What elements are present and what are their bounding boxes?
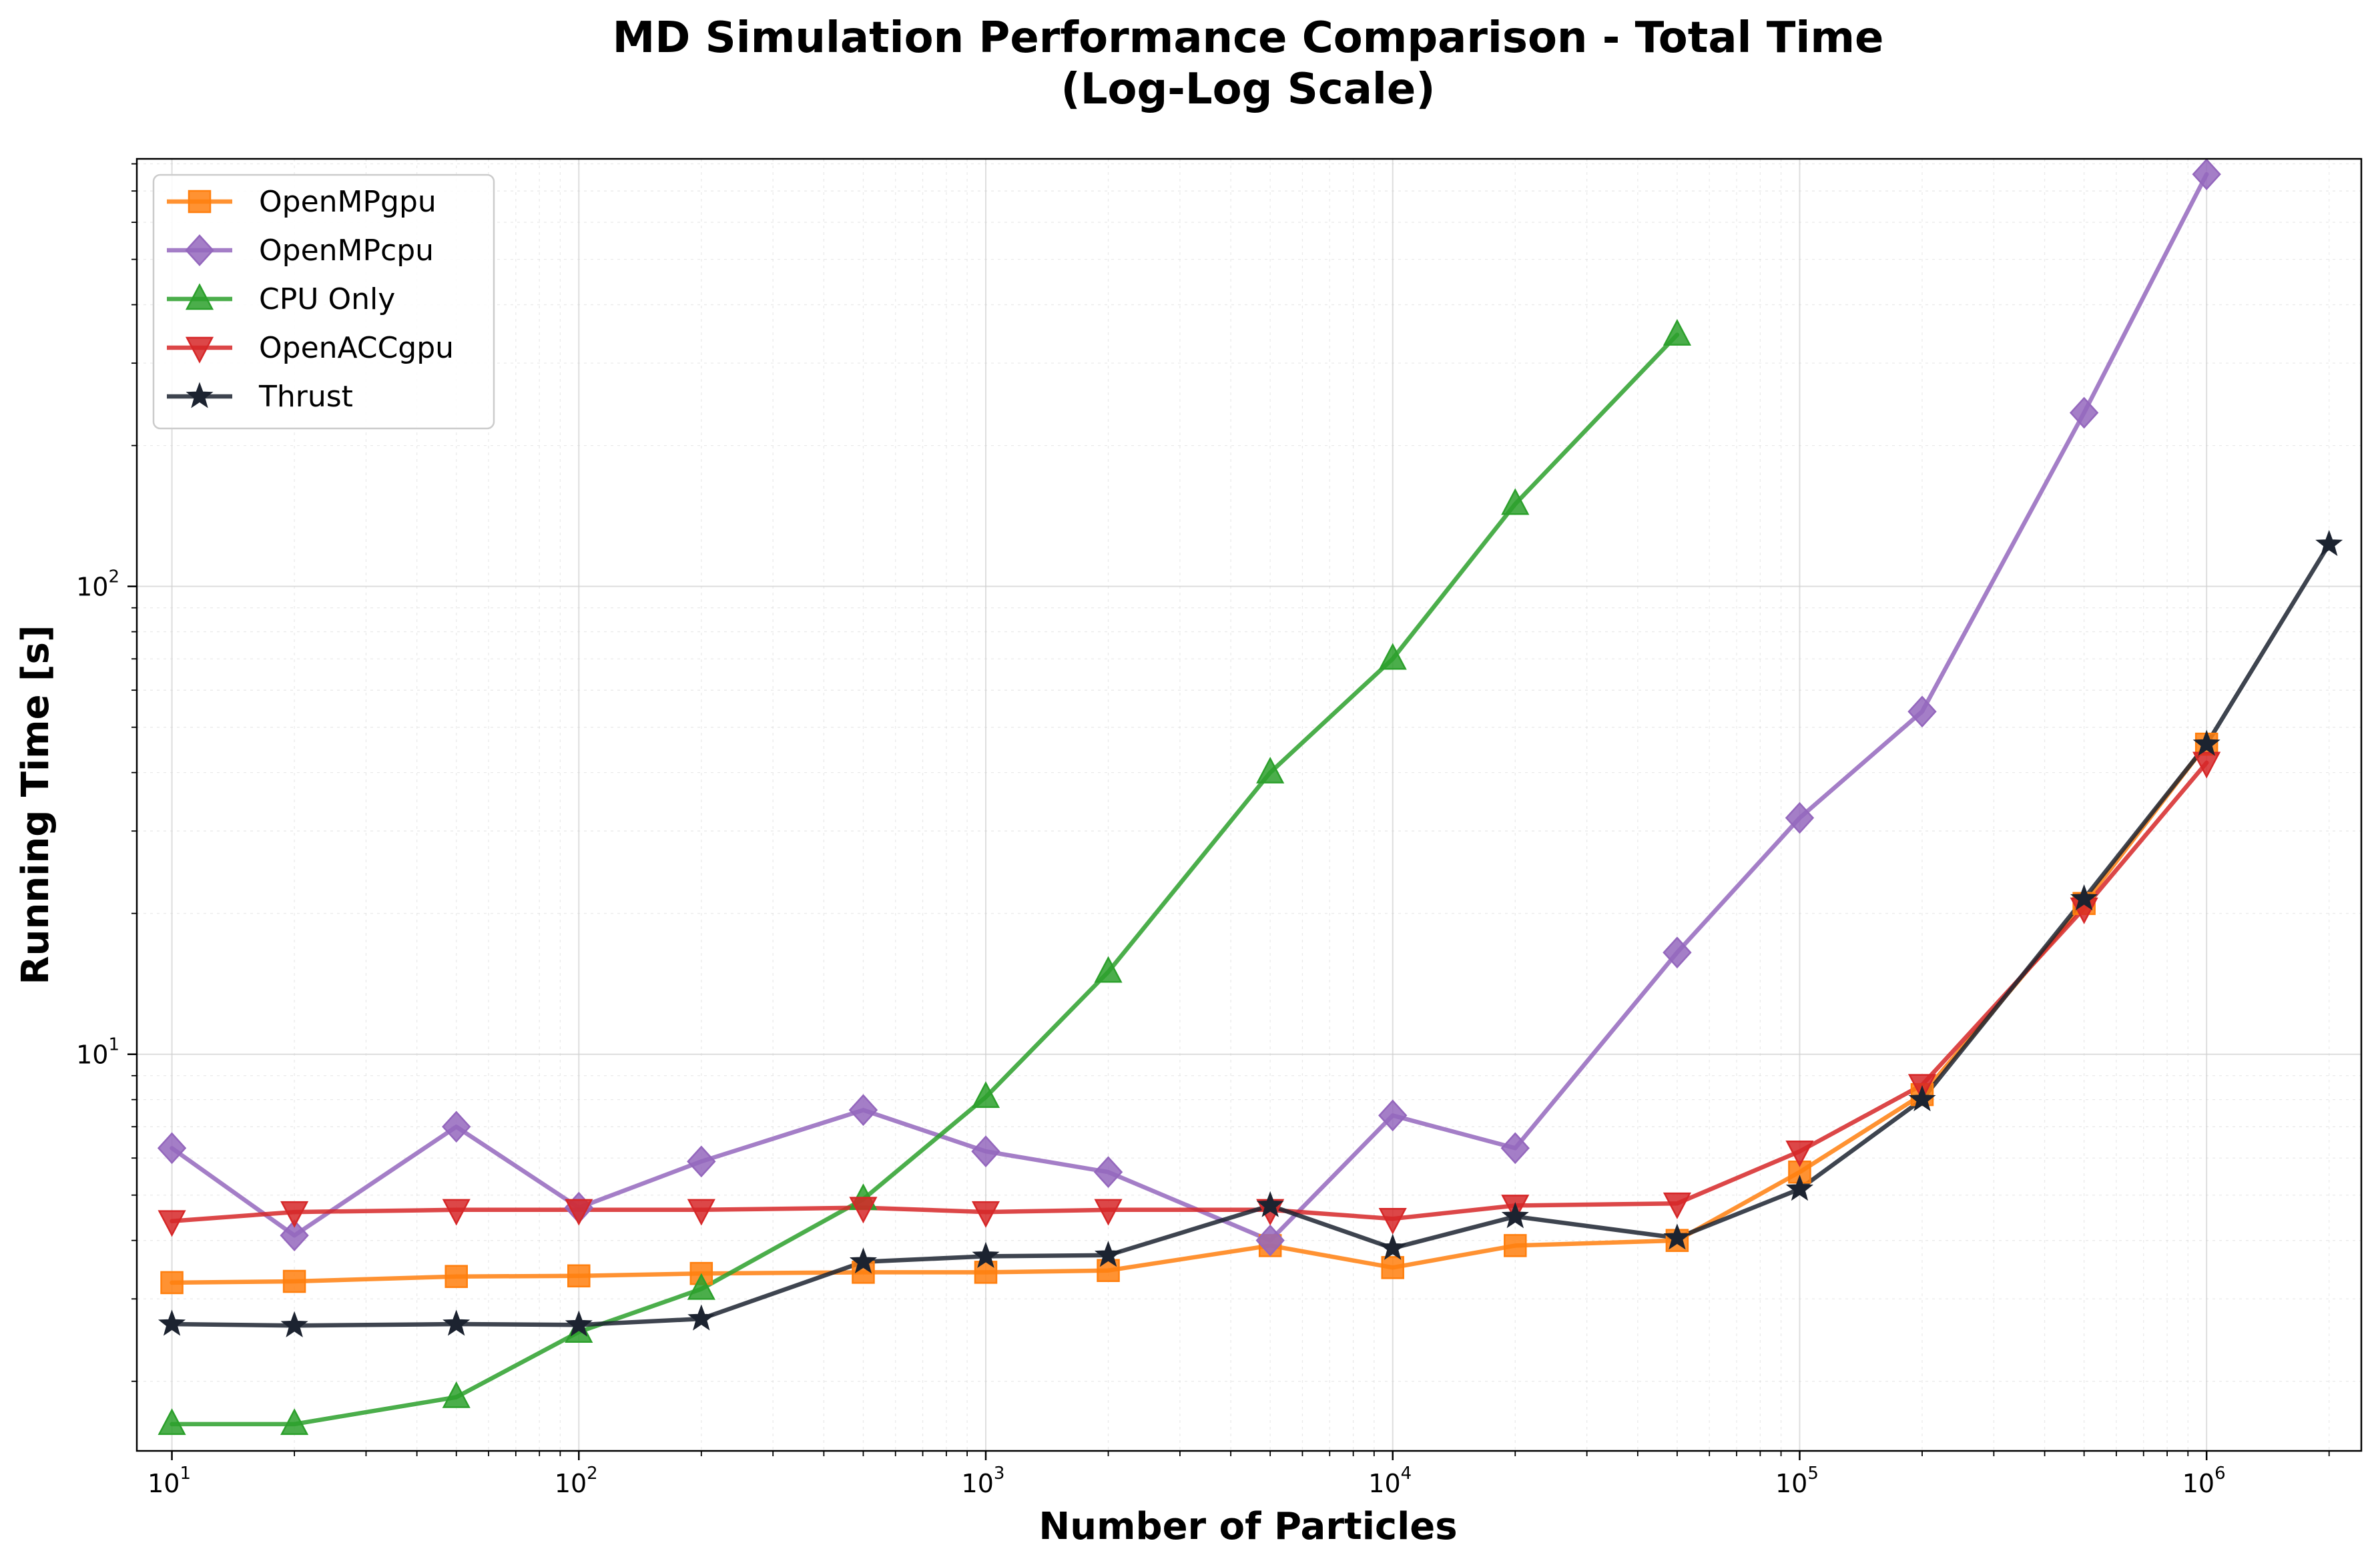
data-point-cpu-only — [1378, 643, 1407, 670]
marker-layer — [157, 158, 2343, 1436]
legend-swatch-marker — [185, 234, 214, 266]
data-point-openmpcpu — [1785, 802, 1815, 834]
data-point-openmpgpu — [567, 1264, 591, 1288]
series-line-openmpcpu — [170, 172, 2209, 1243]
data-point-cpu-only — [1256, 756, 1285, 784]
legend-item-thrust: Thrust — [167, 380, 353, 414]
data-point-thrust — [2315, 529, 2343, 557]
data-point-thrust — [1785, 1175, 1814, 1201]
data-point-openaccgpu — [1785, 1140, 1814, 1167]
data-point-openmpgpu — [1381, 1256, 1404, 1279]
data-point-thrust — [1908, 1084, 1936, 1112]
data-point-openmpcpu — [157, 1132, 187, 1165]
data-point-openmpgpu — [444, 1265, 468, 1288]
data-point-thrust — [2192, 729, 2220, 756]
data-point-openaccgpu — [158, 1210, 186, 1237]
legend-item-cpu-only: CPU Only — [167, 282, 395, 316]
data-point-openmpcpu — [1255, 1224, 1285, 1257]
data-point-openmpcpu — [1093, 1156, 1123, 1189]
data-point-openmpcpu — [687, 1145, 716, 1178]
data-point-openmpcpu — [442, 1111, 471, 1143]
series-line-openaccgpu — [170, 760, 2209, 1223]
data-point-thrust — [565, 1310, 593, 1337]
legend-label: OpenMPgpu — [259, 185, 436, 219]
data-point-cpu-only — [1094, 956, 1123, 983]
legend-swatch-marker — [188, 190, 212, 214]
series-line-cpu-only — [170, 332, 1680, 1427]
data-point-thrust — [1379, 1233, 1407, 1260]
data-point-openaccgpu — [1663, 1192, 1691, 1219]
legend-swatch-marker — [185, 283, 214, 310]
data-point-thrust — [1094, 1241, 1123, 1267]
data-point-thrust — [442, 1309, 471, 1336]
data-point-openmpgpu — [1097, 1259, 1120, 1282]
data-point-thrust — [1663, 1223, 1691, 1250]
data-point-thrust — [280, 1311, 308, 1337]
data-point-openaccgpu — [565, 1199, 593, 1226]
data-point-thrust — [1501, 1202, 1529, 1229]
chart-subtitle: (Log-Log Scale) — [1061, 65, 1435, 114]
x-tick-label: 105 — [1775, 1464, 1819, 1498]
data-point-cpu-only — [1501, 488, 1530, 515]
legend-label: Thrust — [258, 380, 353, 414]
data-point-thrust — [1256, 1191, 1284, 1217]
x-tick-label: 101 — [147, 1464, 191, 1498]
data-point-cpu-only — [442, 1381, 471, 1408]
legend: OpenMPgpu OpenMPcpu CPU Only OpenACCgpu Thru… — [152, 174, 495, 430]
chart-title: MD Simulation Performance Comparison - T… — [613, 13, 1884, 63]
legend-label: OpenACCgpu — [259, 331, 454, 365]
legend-item-openmpcpu: OpenMPcpu — [167, 234, 434, 268]
x-axis-label: Number of Particles — [1038, 1505, 1457, 1548]
legend-label: OpenMPcpu — [259, 234, 434, 268]
data-point-cpu-only — [158, 1408, 186, 1436]
data-point-openmpcpu — [971, 1135, 1000, 1168]
data-point-thrust — [158, 1309, 186, 1336]
data-point-openaccgpu — [442, 1199, 471, 1226]
data-point-openmpgpu — [160, 1271, 184, 1295]
data-point-openaccgpu — [280, 1201, 309, 1228]
data-point-openmpcpu — [1378, 1099, 1408, 1132]
data-point-thrust — [687, 1304, 715, 1331]
data-point-openmpcpu — [2069, 396, 2099, 429]
y-axis-label: Running Time [s] — [14, 625, 57, 984]
data-point-openmpcpu — [280, 1219, 309, 1252]
plot-area-frame — [135, 158, 2363, 1452]
data-point-openmpcpu — [2192, 158, 2221, 190]
data-point-thrust — [2070, 884, 2098, 911]
data-point-cpu-only — [971, 1081, 1000, 1109]
data-point-cpu-only — [280, 1408, 309, 1436]
data-point-openmpcpu — [1500, 1132, 1530, 1165]
legend-item-openaccgpu: OpenACCgpu — [167, 331, 454, 365]
data-point-thrust — [849, 1247, 878, 1274]
data-point-openaccgpu — [1094, 1199, 1123, 1226]
legend-swatch-marker — [185, 336, 214, 364]
data-point-openmpcpu — [1663, 936, 1692, 969]
data-point-openaccgpu — [687, 1199, 715, 1226]
data-point-cpu-only — [1663, 318, 1691, 346]
legend-label: CPU Only — [259, 282, 395, 316]
data-point-openaccgpu — [971, 1201, 1000, 1228]
data-point-openaccgpu — [849, 1197, 878, 1224]
data-point-openmpgpu — [282, 1269, 306, 1293]
series-line-openmpgpu — [170, 741, 2209, 1285]
data-point-openmpcpu — [848, 1094, 878, 1127]
data-point-openmpcpu — [1907, 695, 1937, 728]
data-point-thrust — [972, 1241, 1000, 1268]
legend-box — [152, 174, 495, 430]
data-point-cpu-only — [687, 1273, 715, 1300]
data-point-openaccgpu — [1378, 1207, 1407, 1235]
legend-item-openmpgpu: OpenMPgpu — [167, 185, 436, 219]
data-point-openaccgpu — [2192, 751, 2221, 779]
legend-swatch-marker — [186, 382, 214, 408]
data-point-openmpgpu — [1504, 1234, 1527, 1257]
